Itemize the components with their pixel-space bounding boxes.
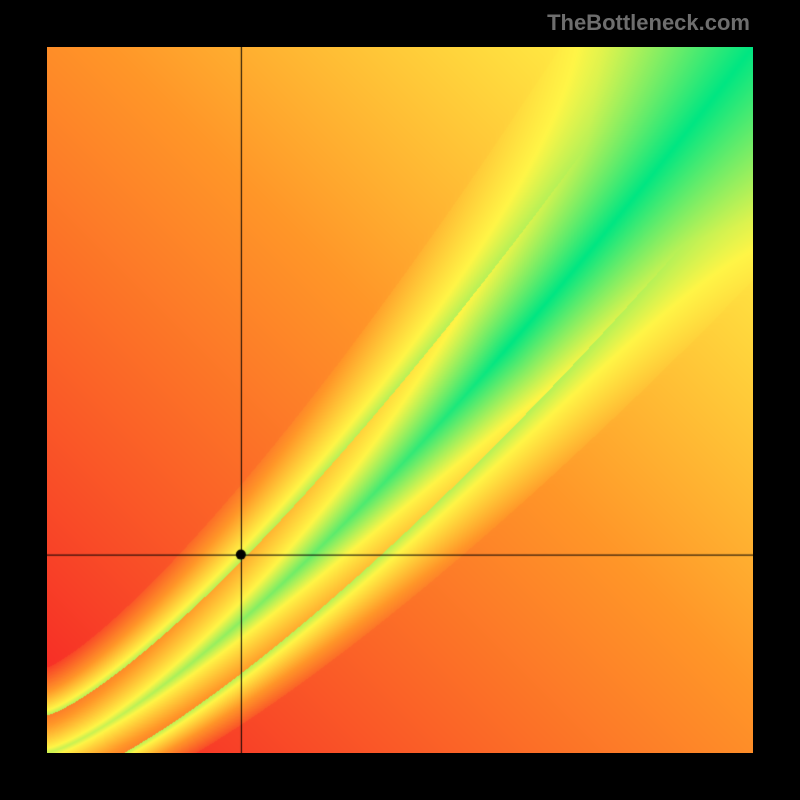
- bottleneck-heatmap: [47, 47, 753, 753]
- heatmap-frame: [47, 47, 753, 753]
- watermark-text: TheBottleneck.com: [547, 10, 750, 36]
